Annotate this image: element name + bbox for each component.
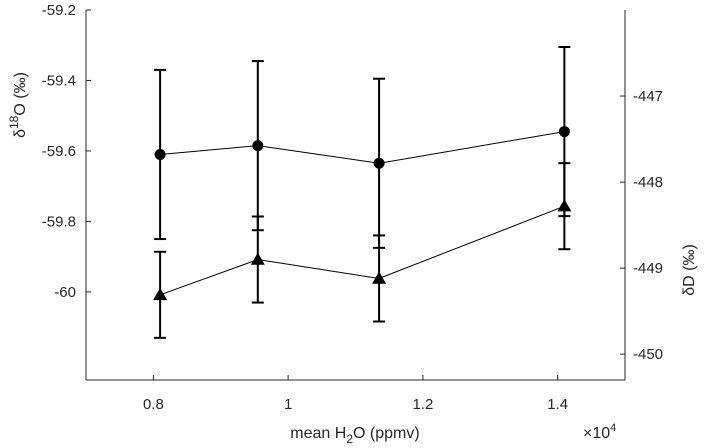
y-right-tick-label: -448 — [633, 174, 663, 191]
data-point-triangle — [250, 252, 265, 265]
y-left-tick-label: -59.6 — [42, 143, 76, 160]
x-tick-label: 1 — [284, 396, 292, 413]
axes — [85, 10, 626, 381]
x-tick-label: 0.8 — [143, 396, 164, 413]
series-line-2 — [159, 205, 565, 296]
series — [153, 46, 572, 339]
x-tick-label: 1.2 — [412, 396, 433, 413]
y-left-tick-label: -59.8 — [42, 213, 76, 230]
x-exponent-label: ×104 — [583, 422, 616, 442]
y-right-tick-label: -450 — [633, 346, 663, 363]
data-point-triangle — [372, 271, 387, 284]
y-left-tick-label: -59.2 — [42, 2, 76, 19]
series-line-1 — [160, 131, 565, 164]
data-point-triangle — [153, 287, 168, 301]
data-point-triangle — [557, 199, 572, 212]
ticks: 0.8 1 1.2 1.4 -59.2 -59.4 -59.6 -59.8 -60 -447 -44… — [42, 2, 663, 413]
y-left-tick-label: -60 — [54, 284, 76, 301]
y-right-tick-label: -447 — [633, 88, 663, 105]
y-left-tick-label: -59.4 — [42, 72, 76, 89]
x-axis-label: mean H2O (ppmv) — [290, 425, 419, 446]
y-right-tick-label: -449 — [633, 260, 663, 277]
data-point-circle — [558, 126, 570, 138]
right-y-axis-label: δD (‰) — [681, 244, 698, 296]
data-point-circle — [252, 140, 264, 152]
x-tick-label: 1.4 — [547, 396, 568, 413]
data-point-circle — [154, 148, 166, 160]
data-point-circle — [373, 157, 385, 169]
left-y-axis-label: δ18O (‰) — [7, 72, 29, 138]
